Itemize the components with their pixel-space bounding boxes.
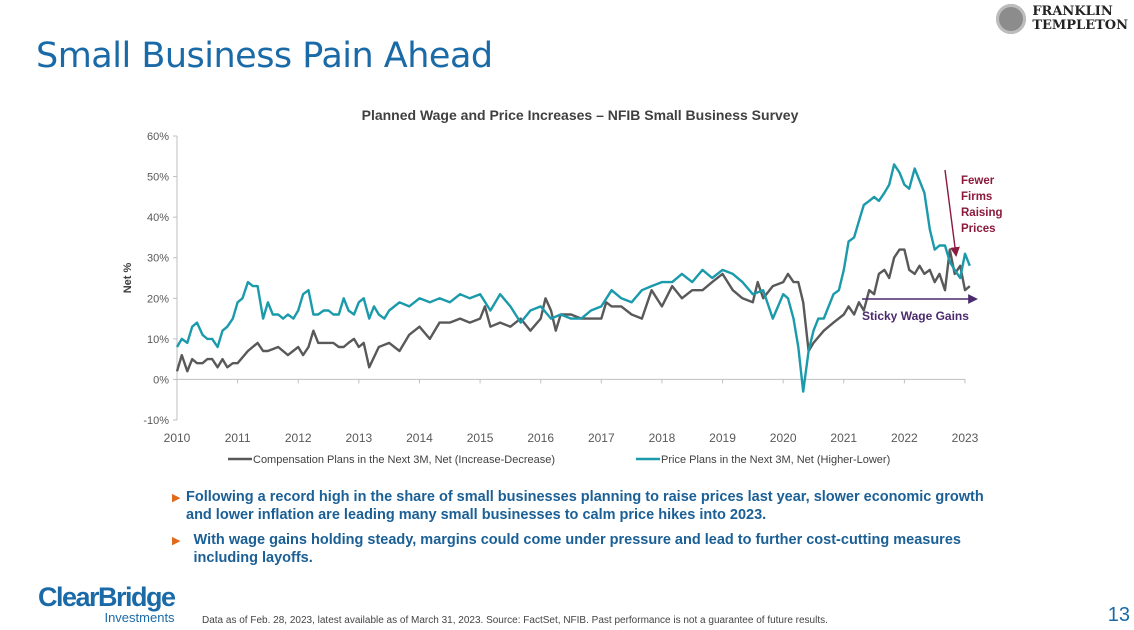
y-tick-label: 30% [147,253,169,265]
y-tick-label: 20% [147,293,169,305]
x-tick-label: 2017 [588,431,615,445]
y-tick-label: 40% [147,212,169,224]
annotation-fewer-firms-line: Raising [961,207,1003,219]
clearbridge-logo: ClearBridge Investments [38,582,176,625]
x-tick-label: 2011 [225,431,251,445]
brand-top-line2: TEMPLETON [1032,18,1128,33]
x-tick-label: 2012 [285,431,312,445]
chart-title: Planned Wage and Price Increases – NFIB … [362,107,799,123]
legend-label-price: Price Plans in the Next 3M, Net (Higher-… [661,454,890,466]
y-tick-label: -10% [143,415,169,427]
annotation-fewer-firms-line: Prices [961,223,996,235]
bullet-text: With wage gains holding steady, margins … [193,532,961,566]
x-tick-label: 2021 [830,431,857,445]
franklin-templeton-logo: FRANKLIN TEMPLETON [996,4,1128,34]
x-tick-label: 2015 [467,431,494,445]
x-tick-label: 2022 [891,431,918,445]
triangle-bullet-icon: ▶ [172,535,181,547]
x-tick-label: 2019 [709,431,736,445]
compensation-series-line [175,248,971,373]
y-tick-label: 60% [147,131,169,143]
y-tick-label: 50% [147,172,169,184]
y-axis-label: Net % [122,263,134,294]
x-tick-label: 2014 [406,431,433,445]
bullet-text: Following a record high in the share of … [186,489,984,523]
clearbridge-name: ClearBridge [38,582,176,612]
page-number: 13 [1107,604,1130,626]
footnote: Data as of Feb. 28, 2023, latest availab… [202,615,828,626]
annotation-sticky-wage: Sticky Wage Gains [862,309,969,323]
x-tick-label: 2016 [527,431,554,445]
brand-top-line1: FRANKLIN [1032,4,1113,19]
seal-icon [996,4,1027,34]
y-tick-label: 0% [153,374,169,386]
triangle-bullet-icon: ▶ [172,492,181,504]
fewer-firms-arrow [944,169,960,257]
annotation-fewer-firms-line: Fewer [961,175,995,187]
bullet-list: ▶ Following a record high in the share o… [172,488,992,574]
annotation-fewer-firms-line: Firms [961,191,992,203]
chart: Planned Wage and Price Increases – NFIB … [122,107,1003,466]
clearbridge-sub: Investments [104,610,175,625]
y-tick-label: 10% [147,334,169,346]
x-tick-label: 2010 [164,431,191,445]
bullet-item: ▶ Following a record high in the share o… [172,488,992,524]
price-series-line [175,163,971,393]
x-tick-label: 2020 [770,431,797,445]
x-tick-label: 2023 [952,431,979,445]
page-title: Small Business Pain Ahead [36,36,493,76]
bullet-item: ▶ With wage gains holding steady, margin… [172,531,992,567]
legend-label-compensation: Compensation Plans in the Next 3M, Net (… [253,454,555,466]
x-tick-label: 2018 [649,431,676,445]
x-tick-label: 2013 [345,431,372,445]
